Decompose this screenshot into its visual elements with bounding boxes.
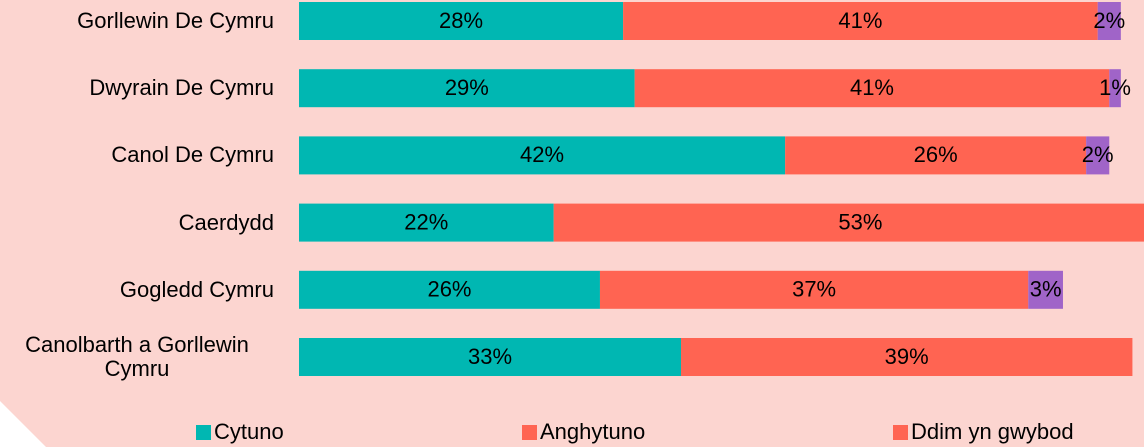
- bar-segment: [299, 270, 600, 309]
- data-label: 1%: [1099, 75, 1131, 100]
- data-label: 29%: [445, 75, 489, 100]
- data-label: 2%: [1082, 142, 1114, 167]
- bar-segment: [299, 203, 554, 242]
- category-label-text: Canolbarth a Gorllewin Cymru: [25, 332, 249, 381]
- bar-segment: [299, 136, 786, 175]
- bar-segment: [553, 203, 1144, 242]
- bar-segment: [299, 69, 635, 108]
- legend-label: Cytuno: [214, 419, 284, 444]
- category-label: Gorllewin De Cymru: [0, 9, 274, 33]
- data-label: 26%: [427, 277, 471, 302]
- data-label: 39%: [885, 344, 929, 369]
- category-label: Canolbarth a Gorllewin Cymru: [0, 333, 274, 381]
- category-label: Canol De Cymru: [0, 143, 274, 167]
- data-label: 41%: [838, 8, 882, 33]
- data-label: 37%: [792, 277, 836, 302]
- bar-segment: [623, 2, 1098, 40]
- bar-segment: [599, 270, 1029, 309]
- legend-label: Anghytuno: [540, 419, 645, 444]
- bar-segment: [299, 338, 681, 376]
- data-label: 53%: [838, 209, 882, 234]
- data-label: 2%: [1093, 8, 1125, 33]
- category-label-text: Caerdydd: [178, 209, 274, 235]
- bar-segment: [634, 69, 1110, 108]
- bar-segment: [1028, 270, 1063, 309]
- bar-segment: [1097, 2, 1121, 40]
- data-label: 33%: [468, 344, 512, 369]
- category-label-text: Dwyrain De Cymru: [89, 75, 274, 101]
- category-label-text: Gogledd Cymru: [119, 276, 274, 302]
- data-label: 28%: [439, 8, 483, 33]
- legend-label: Ddim yn gwybod: [911, 419, 1074, 444]
- legend-swatch: [893, 425, 908, 440]
- legend-swatch: [522, 425, 537, 440]
- data-label: 26%: [914, 142, 958, 167]
- category-label-text: Gorllewin De Cymru: [77, 8, 274, 33]
- data-label: 42%: [520, 142, 564, 167]
- bar-segment: [1109, 69, 1121, 108]
- bar-segment: [1086, 136, 1110, 175]
- data-label: 22%: [404, 209, 448, 234]
- bar-segment: [299, 2, 624, 40]
- category-label: Caerdydd: [0, 209, 274, 235]
- category-label: Dwyrain De Cymru: [0, 76, 274, 100]
- bar-segment: [680, 338, 1133, 376]
- legend-swatch: [196, 425, 211, 440]
- data-label: 3%: [1030, 277, 1062, 302]
- category-label-text: Canol De Cymru: [111, 142, 274, 168]
- bar-segment: [785, 136, 1087, 175]
- category-label: Gogledd Cymru: [0, 276, 274, 302]
- data-label: 41%: [850, 75, 894, 100]
